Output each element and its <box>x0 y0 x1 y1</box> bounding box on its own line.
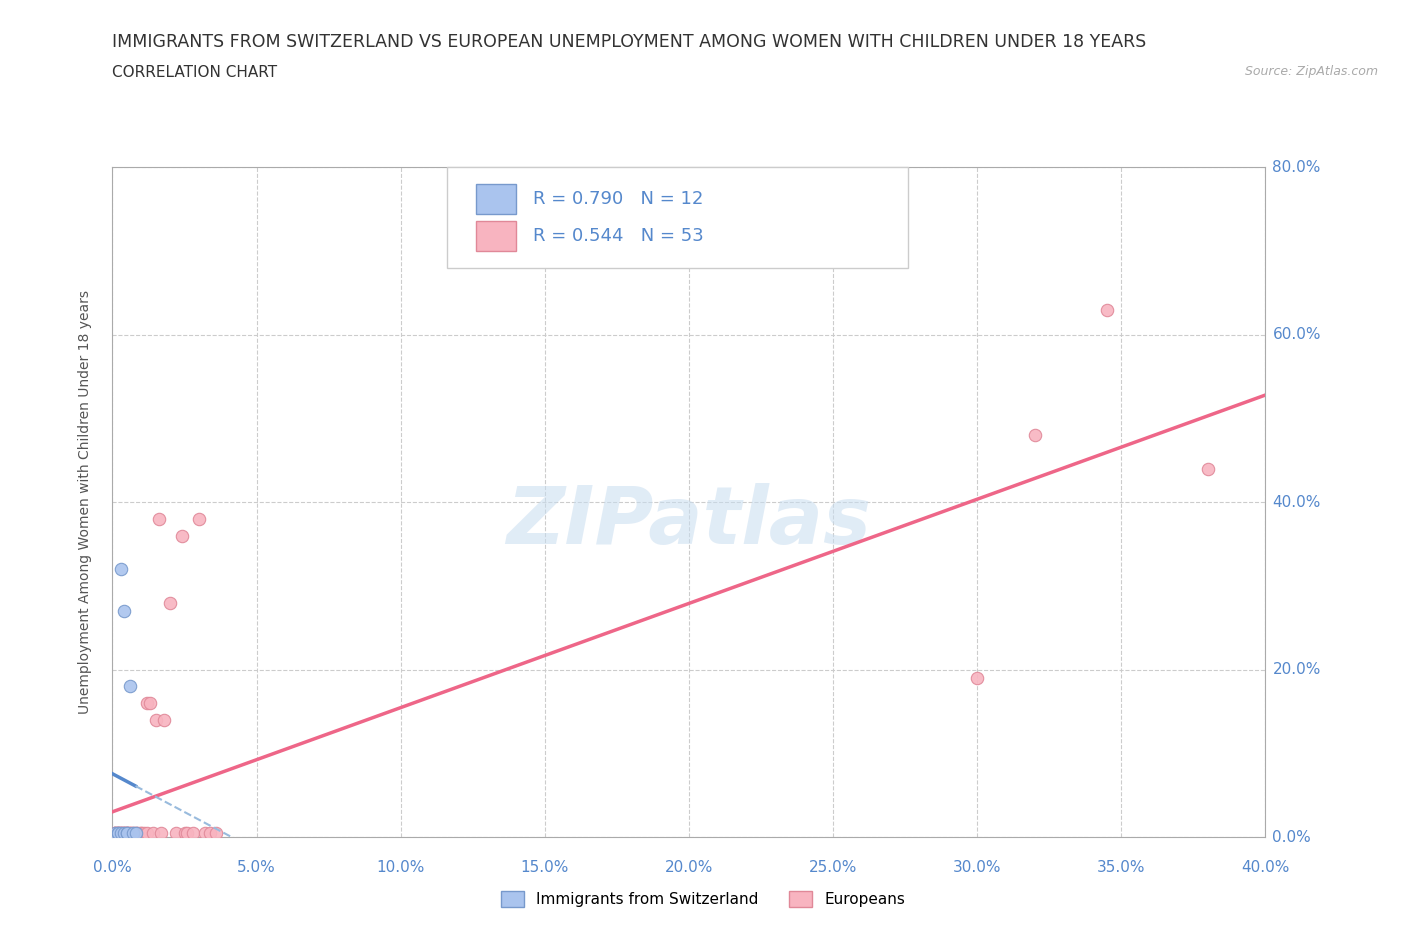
Bar <box>475 221 516 251</box>
Point <box>115 826 138 841</box>
Point <box>1095 302 1118 317</box>
Text: 40.0%: 40.0% <box>1272 495 1320 510</box>
Point <box>118 826 141 841</box>
Text: CORRELATION CHART: CORRELATION CHART <box>112 65 277 80</box>
Point <box>104 826 127 841</box>
Point <box>110 826 132 841</box>
Point <box>104 826 127 841</box>
Point <box>104 826 127 841</box>
Point <box>107 826 129 841</box>
Text: 15.0%: 15.0% <box>520 860 569 875</box>
Point <box>112 826 135 841</box>
Point <box>1024 428 1046 443</box>
FancyBboxPatch shape <box>447 167 908 268</box>
Point <box>966 671 988 685</box>
Text: 30.0%: 30.0% <box>953 860 1001 875</box>
Point <box>121 826 143 841</box>
Point <box>136 696 159 711</box>
Point <box>136 826 159 841</box>
Point <box>170 528 193 543</box>
Point <box>110 562 132 577</box>
Point <box>124 826 146 841</box>
Point <box>194 826 217 841</box>
Point <box>200 826 222 841</box>
Text: 0.0%: 0.0% <box>93 860 132 875</box>
Point <box>176 826 198 841</box>
Point <box>145 712 167 727</box>
Text: 25.0%: 25.0% <box>808 860 858 875</box>
Point <box>124 826 146 841</box>
Point <box>110 826 132 841</box>
Point <box>112 826 135 841</box>
Text: R = 0.544   N = 53: R = 0.544 N = 53 <box>533 227 704 246</box>
Point <box>107 826 129 841</box>
Text: R = 0.790   N = 12: R = 0.790 N = 12 <box>533 190 703 208</box>
Point <box>115 826 138 841</box>
Point <box>121 826 143 841</box>
Text: 0.0%: 0.0% <box>1272 830 1312 844</box>
Text: 35.0%: 35.0% <box>1097 860 1146 875</box>
Point <box>107 826 129 841</box>
Point <box>107 826 129 841</box>
Point <box>1197 461 1219 476</box>
Bar <box>475 184 516 214</box>
Point <box>165 826 187 841</box>
Point <box>107 826 129 841</box>
Point <box>115 826 138 841</box>
Point <box>118 826 141 841</box>
Text: 60.0%: 60.0% <box>1272 327 1320 342</box>
Point <box>110 826 132 841</box>
Point <box>142 826 165 841</box>
Point <box>115 826 138 841</box>
Text: 10.0%: 10.0% <box>377 860 425 875</box>
Text: 5.0%: 5.0% <box>238 860 276 875</box>
Y-axis label: Unemployment Among Women with Children Under 18 years: Unemployment Among Women with Children U… <box>77 290 91 714</box>
Point <box>118 826 141 841</box>
Point <box>104 826 127 841</box>
Point <box>107 826 129 841</box>
Point <box>110 826 132 841</box>
Point <box>124 826 146 841</box>
Point <box>134 826 156 841</box>
Point <box>115 826 138 841</box>
Point <box>112 826 135 841</box>
Text: IMMIGRANTS FROM SWITZERLAND VS EUROPEAN UNEMPLOYMENT AMONG WOMEN WITH CHILDREN U: IMMIGRANTS FROM SWITZERLAND VS EUROPEAN … <box>112 33 1147 50</box>
Point <box>139 696 162 711</box>
Text: 40.0%: 40.0% <box>1241 860 1289 875</box>
Point <box>104 826 127 841</box>
Point <box>205 826 228 841</box>
Text: 20.0%: 20.0% <box>665 860 713 875</box>
Point <box>112 604 135 618</box>
Point <box>110 826 132 841</box>
Point <box>118 679 141 694</box>
Text: ZIPatlas: ZIPatlas <box>506 484 872 562</box>
Point <box>112 826 135 841</box>
Legend: Immigrants from Switzerland, Europeans: Immigrants from Switzerland, Europeans <box>495 884 911 913</box>
Point <box>153 712 176 727</box>
Text: 80.0%: 80.0% <box>1272 160 1320 175</box>
Text: 20.0%: 20.0% <box>1272 662 1320 677</box>
Point <box>150 826 173 841</box>
Point <box>112 826 135 841</box>
Point <box>173 826 195 841</box>
Text: Source: ZipAtlas.com: Source: ZipAtlas.com <box>1244 65 1378 78</box>
Point <box>148 512 170 526</box>
Point <box>115 826 138 841</box>
Point <box>181 826 204 841</box>
Point <box>129 826 153 841</box>
Point <box>159 595 181 610</box>
Point <box>188 512 211 526</box>
Point <box>121 826 143 841</box>
Point <box>129 826 153 841</box>
Point <box>127 826 149 841</box>
